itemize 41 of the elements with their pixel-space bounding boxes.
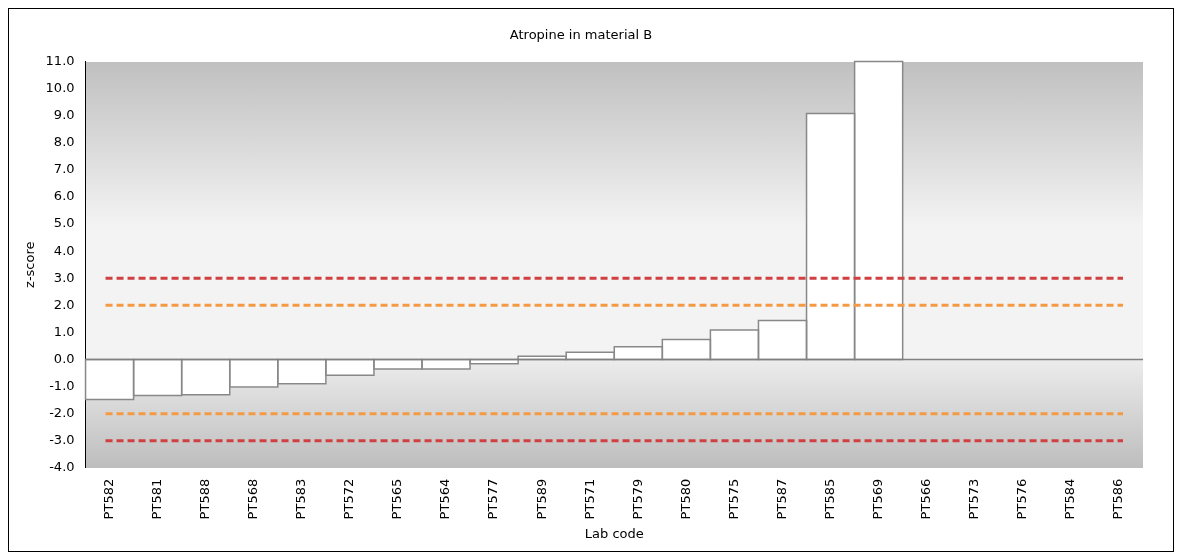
x-tick-label: PT583 bbox=[293, 478, 309, 520]
x-tick-label: PT571 bbox=[581, 478, 597, 520]
y-axis-title: z-score bbox=[22, 241, 38, 288]
x-tick-label: PT585 bbox=[821, 478, 837, 520]
y-tick-label: 3.0 bbox=[53, 269, 75, 285]
y-tick-label: 2.0 bbox=[53, 296, 75, 312]
y-tick-label: -3.0 bbox=[49, 432, 75, 448]
x-tick-label: PT589 bbox=[533, 478, 549, 520]
x-tick-label: PT582 bbox=[100, 478, 116, 520]
y-tick-label: 0.0 bbox=[53, 350, 75, 366]
x-tick-label: PT577 bbox=[485, 478, 501, 520]
x-tick-label: PT564 bbox=[437, 478, 453, 520]
x-tick-label: PT566 bbox=[918, 478, 934, 520]
x-tick-label: PT569 bbox=[870, 478, 886, 520]
chart-title: Atropine in material B bbox=[509, 27, 653, 43]
x-tick-label: PT573 bbox=[966, 478, 982, 520]
x-tick-label: PT579 bbox=[629, 478, 645, 520]
x-tick-label: PT587 bbox=[773, 478, 789, 520]
y-tick-label: 1.0 bbox=[53, 323, 75, 339]
x-tick-label: PT586 bbox=[1110, 478, 1126, 520]
y-tick-label: -1.0 bbox=[49, 377, 75, 393]
y-tick-label: 10.0 bbox=[45, 80, 75, 96]
y-tick-label: 8.0 bbox=[53, 134, 75, 150]
y-tick-label: 5.0 bbox=[53, 215, 75, 231]
y-tick-label: 9.0 bbox=[53, 107, 75, 123]
y-tick-label: 11.0 bbox=[45, 52, 75, 68]
y-tick-label: -4.0 bbox=[49, 459, 75, 475]
y-tick-label: 7.0 bbox=[53, 161, 75, 177]
x-tick-label: PT588 bbox=[197, 478, 213, 520]
x-tick-label: PT568 bbox=[245, 478, 261, 520]
x-tick-label: PT572 bbox=[341, 478, 357, 520]
x-tick-label: PT575 bbox=[725, 478, 741, 520]
x-tick-label: PT565 bbox=[389, 478, 405, 520]
x-tick-label: PT580 bbox=[677, 478, 693, 520]
x-axis-title: Lab code bbox=[584, 525, 644, 541]
x-tick-label: PT581 bbox=[149, 478, 165, 520]
x-tick-label: PT584 bbox=[1062, 478, 1078, 520]
y-tick-label: 4.0 bbox=[53, 242, 75, 258]
y-tick-label: 6.0 bbox=[53, 188, 75, 204]
x-tick-label: PT576 bbox=[1014, 478, 1030, 520]
y-tick-label: -2.0 bbox=[49, 405, 75, 421]
